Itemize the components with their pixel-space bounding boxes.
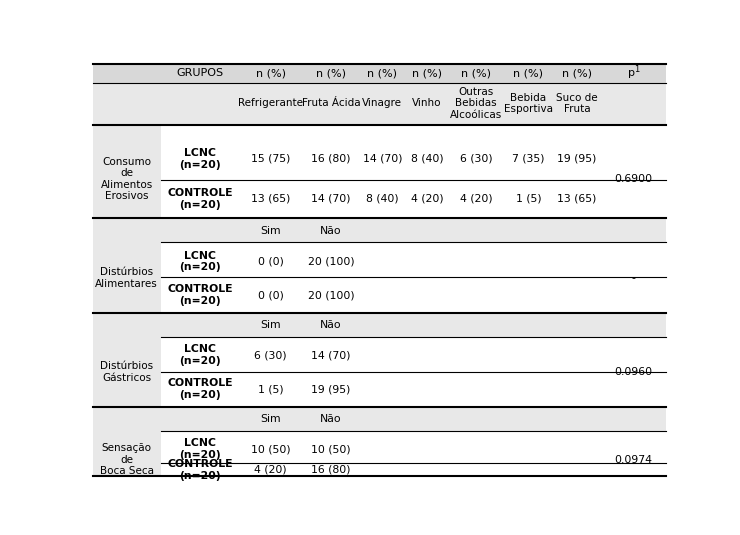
Text: n (%): n (%) — [367, 68, 397, 79]
Text: 7 (35): 7 (35) — [512, 154, 545, 164]
Text: Suco de
Fruta: Suco de Fruta — [556, 93, 598, 114]
Text: n (%): n (%) — [514, 68, 543, 79]
Text: -: - — [631, 273, 635, 283]
Bar — [92, 407, 161, 476]
Text: Vinagre: Vinagre — [363, 98, 403, 109]
Bar — [92, 218, 666, 242]
Text: n (%): n (%) — [316, 68, 346, 79]
Text: 6 (30): 6 (30) — [460, 154, 492, 164]
Text: 19 (95): 19 (95) — [311, 384, 351, 394]
Text: 8 (40): 8 (40) — [411, 154, 443, 164]
Text: 14 (70): 14 (70) — [363, 154, 402, 164]
Text: Consumo
de
Alimentos
Erosivos: Consumo de Alimentos Erosivos — [101, 157, 152, 201]
Text: CONTROLE
(n=20): CONTROLE (n=20) — [167, 285, 233, 306]
Text: n (%): n (%) — [256, 68, 286, 79]
Text: 0 (0): 0 (0) — [258, 290, 283, 300]
Text: 16 (80): 16 (80) — [311, 154, 351, 164]
Text: 10 (50): 10 (50) — [251, 444, 291, 454]
Text: LCNC
(n=20): LCNC (n=20) — [179, 148, 221, 170]
Text: 1 (5): 1 (5) — [258, 384, 283, 394]
Text: p: p — [628, 68, 635, 79]
Text: 14 (70): 14 (70) — [311, 194, 351, 204]
Text: LCNC
(n=20): LCNC (n=20) — [179, 345, 221, 366]
Text: GRUPOS: GRUPOS — [177, 68, 223, 79]
Text: Fruta Ácida: Fruta Ácida — [301, 98, 360, 109]
Text: Vinho: Vinho — [412, 98, 442, 109]
Text: CONTROLE
(n=20): CONTROLE (n=20) — [167, 188, 233, 210]
Text: 4 (20): 4 (20) — [255, 465, 287, 475]
Text: Distúrbios
Alimentares: Distúrbios Alimentares — [95, 268, 158, 289]
Text: 0.0974: 0.0974 — [614, 455, 652, 464]
Text: Distúrbios
Gástricos: Distúrbios Gástricos — [100, 362, 153, 383]
Text: 15 (75): 15 (75) — [251, 154, 290, 164]
Text: n (%): n (%) — [562, 68, 592, 79]
Text: Bebida
Esportiva: Bebida Esportiva — [504, 93, 553, 114]
Text: Sensação
de
Boca Seca: Sensação de Boca Seca — [100, 443, 154, 476]
Text: Sim: Sim — [260, 226, 281, 235]
Text: Não: Não — [320, 414, 342, 424]
Text: 16 (80): 16 (80) — [311, 465, 351, 475]
Text: 1 (5): 1 (5) — [516, 194, 541, 204]
Bar — [92, 407, 666, 431]
Bar — [92, 64, 666, 83]
Text: 20 (100): 20 (100) — [308, 256, 354, 266]
Bar — [92, 218, 161, 313]
Text: 0 (0): 0 (0) — [258, 256, 283, 266]
Text: Refrigerante: Refrigerante — [238, 98, 303, 109]
Text: 6 (30): 6 (30) — [255, 350, 287, 360]
Text: 0.0960: 0.0960 — [614, 367, 652, 377]
Text: 10 (50): 10 (50) — [311, 444, 351, 454]
Bar — [92, 313, 161, 407]
Text: Sim: Sim — [260, 414, 281, 424]
Text: 13 (65): 13 (65) — [251, 194, 290, 204]
Text: Sim: Sim — [260, 320, 281, 330]
Text: n (%): n (%) — [461, 68, 491, 79]
Text: 13 (65): 13 (65) — [557, 194, 596, 204]
Text: Não: Não — [320, 226, 342, 235]
Text: LCNC
(n=20): LCNC (n=20) — [179, 250, 221, 272]
Text: LCNC
(n=20): LCNC (n=20) — [179, 438, 221, 460]
Text: CONTROLE
(n=20): CONTROLE (n=20) — [167, 459, 233, 481]
Text: 20 (100): 20 (100) — [308, 290, 354, 300]
Text: 14 (70): 14 (70) — [311, 350, 351, 360]
Bar — [92, 125, 161, 218]
Text: Outras
Bebidas
Alcoólicas: Outras Bebidas Alcoólicas — [450, 87, 502, 120]
Bar — [92, 313, 666, 337]
Bar — [92, 83, 666, 125]
Text: 4 (20): 4 (20) — [460, 194, 492, 204]
Text: n (%): n (%) — [412, 68, 442, 79]
Text: 4 (20): 4 (20) — [411, 194, 443, 204]
Text: 1: 1 — [634, 65, 639, 74]
Text: 19 (95): 19 (95) — [557, 154, 596, 164]
Text: CONTROLE
(n=20): CONTROLE (n=20) — [167, 378, 233, 400]
Text: 8 (40): 8 (40) — [366, 194, 399, 204]
Text: 0.6900: 0.6900 — [614, 174, 652, 184]
Text: Não: Não — [320, 320, 342, 330]
